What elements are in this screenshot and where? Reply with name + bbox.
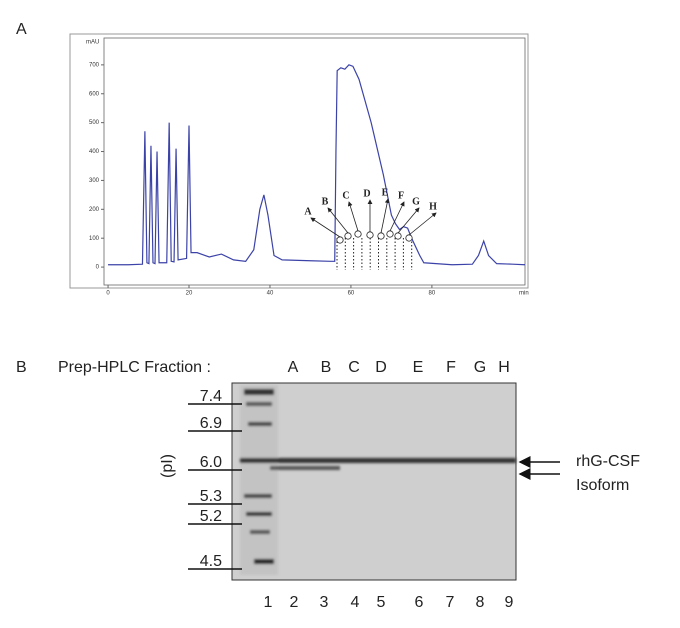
chromatogram: 0 100 200 300 400 500 600 700 0 20 40 60 80 mAU min AB C… bbox=[86, 37, 529, 297]
annotation-arrow bbox=[310, 217, 341, 238]
fraction-dot bbox=[394, 232, 402, 240]
y-tick-label: 200 bbox=[89, 207, 100, 213]
lane-number: 7 bbox=[446, 594, 455, 611]
annotation: E bbox=[382, 187, 389, 198]
gel-heading: Prep-HPLC Fraction : bbox=[58, 359, 211, 376]
lane-number: 2 bbox=[290, 594, 299, 611]
fraction-label: G bbox=[474, 359, 486, 376]
x-tick-label: 80 bbox=[429, 291, 436, 297]
chromatogram-line bbox=[108, 64, 526, 266]
fraction-dot bbox=[366, 231, 374, 239]
fraction-dot bbox=[344, 232, 352, 240]
fraction-label: E bbox=[413, 359, 424, 376]
fraction-label: A bbox=[288, 359, 299, 376]
annotation: B bbox=[322, 196, 329, 207]
fraction-dot bbox=[336, 236, 344, 244]
chart-frame bbox=[69, 33, 529, 289]
x-tick-label: 60 bbox=[348, 291, 355, 297]
y-tick-label: 600 bbox=[89, 91, 100, 97]
lane-number: 3 bbox=[320, 594, 329, 611]
fraction-dot bbox=[405, 234, 413, 242]
gel-image bbox=[231, 382, 517, 581]
gel-labels: A B C D E F G H 7.4 6.9 6.0 5.3 5.2 4.5 1 2 3 4 5 6 7 8 9 rhG-C… bbox=[188, 359, 640, 611]
fraction-label: F bbox=[446, 359, 456, 376]
annotation: F bbox=[398, 190, 404, 201]
lane-number: 5 bbox=[377, 594, 386, 611]
lane-number: 8 bbox=[476, 594, 485, 611]
gel-bands bbox=[240, 385, 516, 575]
pi-marker-label: 6.0 bbox=[200, 454, 222, 471]
band-label: Isoform bbox=[576, 477, 629, 494]
annotation-arrow bbox=[408, 212, 437, 236]
y-tick-label: 0 bbox=[96, 265, 100, 271]
annotation: A bbox=[304, 206, 312, 217]
annotation: D bbox=[363, 188, 370, 199]
y-tick-label: 300 bbox=[89, 178, 100, 184]
lane-number: 4 bbox=[351, 594, 360, 611]
pi-marker-label: 6.9 bbox=[200, 415, 222, 432]
y-tick-label: 400 bbox=[89, 149, 100, 155]
x-tick-label: 40 bbox=[267, 291, 274, 297]
fraction-dot bbox=[377, 232, 385, 240]
x-tick-label: 20 bbox=[186, 291, 193, 297]
annotation: C bbox=[342, 190, 349, 201]
annotation-arrow bbox=[397, 207, 420, 234]
fraction-dot bbox=[386, 230, 394, 238]
annotation: H bbox=[429, 201, 437, 212]
panel-label: B bbox=[16, 359, 27, 376]
pi-marker-label: 5.3 bbox=[200, 488, 222, 505]
fraction-label: H bbox=[498, 359, 510, 376]
pi-marker-label: 4.5 bbox=[200, 553, 222, 570]
fraction-label: C bbox=[348, 359, 360, 376]
y-tick-label: 700 bbox=[89, 62, 100, 68]
y-tick-label: 100 bbox=[89, 236, 100, 242]
annotation-arrow bbox=[389, 201, 405, 232]
fraction-label: D bbox=[375, 359, 387, 376]
annotation-arrow bbox=[347, 201, 359, 232]
lane-number: 6 bbox=[415, 594, 424, 611]
annotation-arrow bbox=[380, 198, 390, 234]
fraction-dot bbox=[354, 230, 362, 238]
panel-label: A bbox=[16, 21, 27, 38]
gel-axis-label: (pI) bbox=[159, 454, 176, 478]
x-tick-label: 0 bbox=[106, 291, 110, 297]
lane-number: 1 bbox=[264, 594, 273, 611]
band-label: rhG-CSF bbox=[576, 453, 640, 470]
y-tick-label: 500 bbox=[89, 120, 100, 126]
annotation: G bbox=[412, 196, 420, 207]
plot-area bbox=[103, 37, 526, 286]
fraction-label: B bbox=[321, 359, 332, 376]
annotation-arrow bbox=[327, 207, 349, 234]
lane-number: 9 bbox=[505, 594, 514, 611]
y-axis-label: mAU bbox=[86, 40, 99, 46]
pi-marker-label: 5.2 bbox=[200, 508, 222, 525]
pi-marker-label: 7.4 bbox=[200, 388, 222, 405]
x-axis-label: min bbox=[519, 291, 529, 297]
